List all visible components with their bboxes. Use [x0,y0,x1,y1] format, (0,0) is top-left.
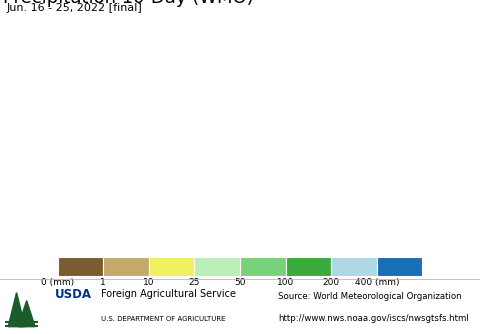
Bar [103,257,149,276]
Text: Foreign Agricultural Service: Foreign Agricultural Service [101,289,236,299]
Text: 1: 1 [100,278,106,287]
Bar [194,257,240,276]
Bar [331,257,377,276]
Bar [377,257,422,276]
Text: 25: 25 [189,278,200,287]
Text: U.S. DEPARTMENT OF AGRICULTURE: U.S. DEPARTMENT OF AGRICULTURE [101,316,225,322]
Polygon shape [18,301,35,327]
Text: 400 (mm): 400 (mm) [355,278,399,287]
Polygon shape [8,293,25,327]
Text: 200: 200 [323,278,340,287]
Bar [240,257,286,276]
Bar [149,257,194,276]
Bar [58,257,103,276]
Text: http://www.nws.noaa.gov/iscs/nwsgtsfs.html: http://www.nws.noaa.gov/iscs/nwsgtsfs.ht… [278,314,469,323]
Bar [286,257,331,276]
Text: Jun. 16 - 25, 2022 [final]: Jun. 16 - 25, 2022 [final] [7,3,143,13]
Text: 0 (mm): 0 (mm) [41,278,74,287]
Text: Precipitation 10-Day (WMO): Precipitation 10-Day (WMO) [3,0,253,7]
Text: 100: 100 [277,278,294,287]
Text: 10: 10 [143,278,155,287]
Text: Source: World Meteorological Organization: Source: World Meteorological Organizatio… [278,292,462,301]
Text: USDA: USDA [55,288,92,301]
Text: 50: 50 [234,278,246,287]
